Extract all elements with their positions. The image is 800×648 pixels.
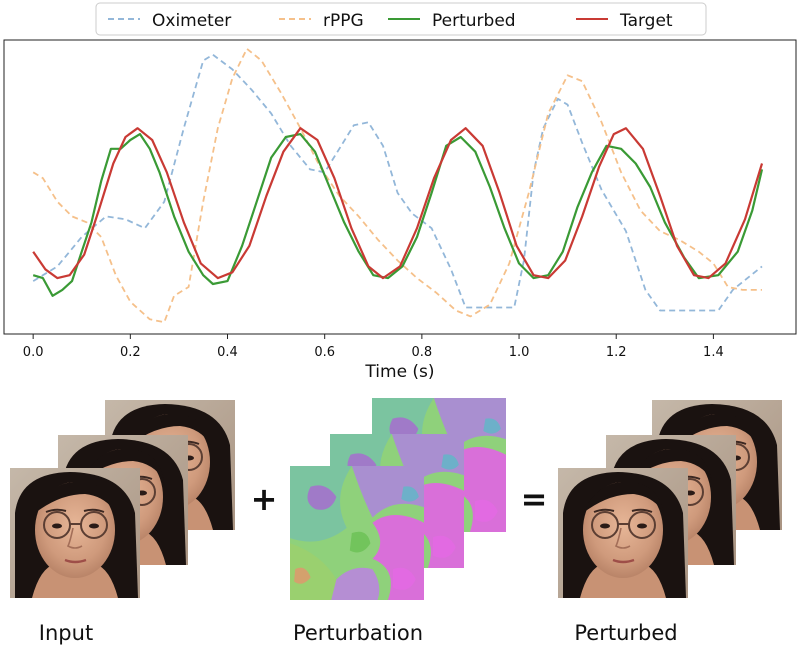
series-layer bbox=[32, 47, 764, 324]
equals-operator: = bbox=[521, 480, 548, 518]
legend-entry-rppg: rPPG bbox=[279, 11, 364, 31]
x-tick-label: 0.0 bbox=[23, 345, 44, 360]
input-frame-stack bbox=[10, 400, 235, 598]
x-tick-label: 0.2 bbox=[120, 345, 141, 360]
perturbed-frame-1 bbox=[558, 468, 688, 598]
x-tick-label: 1.2 bbox=[606, 345, 627, 360]
legend-label-perturbed: Perturbed bbox=[432, 11, 516, 31]
perturbed-frame-stack bbox=[558, 400, 782, 598]
x-tick-label: 0.4 bbox=[217, 345, 238, 360]
series-line-target bbox=[32, 127, 764, 280]
x-tick-label: 1.4 bbox=[703, 345, 724, 360]
legend-label-oximeter: Oximeter bbox=[152, 11, 231, 31]
series-line-perturbed bbox=[32, 133, 764, 297]
perturbation-frame-stack bbox=[290, 398, 506, 600]
x-axis: 0.0 0.2 0.4 0.6 0.8 1.0 1.2 1.4 bbox=[23, 334, 724, 360]
plus-operator: + bbox=[251, 480, 278, 518]
input-frame-1 bbox=[10, 468, 140, 598]
series-line-rppg bbox=[32, 47, 762, 324]
legend-entry-perturbed: Perturbed bbox=[388, 11, 516, 31]
perturbed-label: Perturbed bbox=[574, 621, 677, 645]
perturbation-frame-1 bbox=[290, 466, 424, 600]
x-tick-label: 1.0 bbox=[509, 345, 530, 360]
legend-entry-oximeter: Oximeter bbox=[108, 11, 231, 31]
x-tick-label: 0.8 bbox=[412, 345, 433, 360]
input-label: Input bbox=[39, 621, 93, 645]
series-line-oximeter bbox=[32, 53, 763, 312]
legend: Oximeter rPPG Perturbed Target bbox=[95, 2, 707, 36]
x-axis-label: Time (s) bbox=[364, 362, 434, 382]
plot-area bbox=[3, 39, 797, 335]
legend-label-target: Target bbox=[619, 11, 673, 31]
perturbation-label: Perturbation bbox=[293, 621, 423, 645]
legend-entry-target: Target bbox=[576, 11, 673, 31]
legend-label-rppg: rPPG bbox=[323, 11, 364, 31]
x-tick-label: 0.6 bbox=[314, 345, 335, 360]
